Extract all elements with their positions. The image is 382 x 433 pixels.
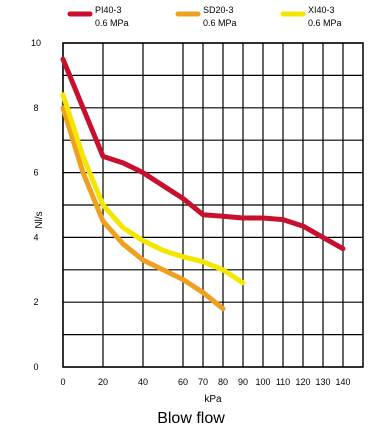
x-tick-label: 60 — [178, 377, 188, 387]
y-tick-label: 4 — [33, 232, 38, 242]
x-axis-label: kPa — [204, 394, 222, 405]
legend-label-line2: 0.6 MPa — [308, 18, 342, 28]
y-tick-label: 2 — [33, 297, 38, 307]
x-tick-label: 70 — [198, 377, 208, 387]
x-tick-label: 0 — [60, 377, 65, 387]
series-line-1 — [60, 56, 346, 252]
x-tick-label: 140 — [335, 377, 350, 387]
x-tick-label: 100 — [255, 377, 270, 387]
x-tick-label: 80 — [218, 377, 228, 387]
y-tick-label: 6 — [33, 168, 38, 178]
x-tick-label: 120 — [295, 377, 310, 387]
x-tick-label: 110 — [276, 377, 290, 387]
x-axis-ticks: 0 20 40 60 70 80 90 100 110 120 130 140 — [60, 377, 350, 387]
y-axis-ticks: 0 2 4 6 8 10 — [31, 38, 41, 372]
y-axis-label: Nl/s — [34, 211, 45, 228]
y-tick-label: 8 — [33, 103, 38, 113]
legend-item: PI40-3 0.6 MPa — [67, 5, 129, 28]
legend-label-line1: PI40-3 — [95, 5, 122, 15]
series-line-2 — [60, 105, 226, 312]
plot-border — [62, 42, 364, 368]
legend-label-line2: 0.6 MPa — [203, 18, 237, 28]
legend-label-line2: 0.6 MPa — [95, 18, 129, 28]
chart-caption: Blow flow — [157, 410, 225, 427]
x-tick-label: 90 — [238, 377, 248, 387]
legend-item: SD20-3 0.6 MPa — [175, 5, 237, 28]
grid — [62, 42, 363, 368]
x-tick-label: 130 — [315, 377, 330, 387]
x-tick-label: 40 — [138, 377, 148, 387]
x-tick-label: 20 — [98, 377, 108, 387]
series-lines — [60, 56, 346, 312]
plot-frame — [62, 42, 364, 368]
y-tick-label: 0 — [33, 362, 38, 372]
y-tick-label: 10 — [31, 38, 41, 48]
legend-label-line1: XI40-3 — [308, 5, 335, 15]
legend-label-line1: SD20-3 — [203, 5, 234, 15]
legend-item: XI40-3 0.6 MPa — [280, 5, 342, 28]
legend: PI40-3 0.6 MPa SD20-3 0.6 MPa XI40-3 0.6 MPa — [67, 5, 342, 28]
series-line-3 — [60, 92, 246, 286]
